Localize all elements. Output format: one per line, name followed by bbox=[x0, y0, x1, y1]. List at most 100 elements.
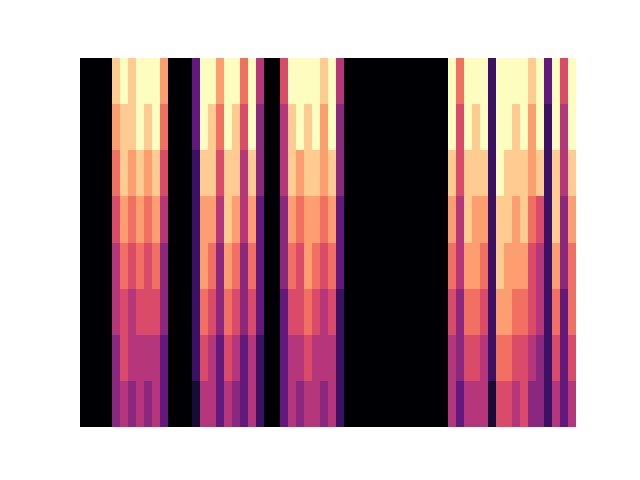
heatmap-cell bbox=[296, 196, 305, 243]
heatmap-cell bbox=[448, 196, 457, 243]
heatmap-cell bbox=[544, 150, 553, 197]
heatmap-cell bbox=[568, 196, 576, 243]
heatmap-cell bbox=[176, 243, 185, 290]
heatmap-cell bbox=[384, 243, 393, 290]
heatmap-cell bbox=[560, 196, 569, 243]
heatmap-cell bbox=[360, 335, 369, 382]
heatmap-cell bbox=[528, 196, 537, 243]
heatmap-cell bbox=[264, 289, 273, 336]
heatmap-cell bbox=[344, 335, 353, 382]
heatmap-cell bbox=[128, 104, 137, 151]
heatmap-cell bbox=[336, 289, 345, 336]
heatmap-cell bbox=[304, 381, 313, 427]
heatmap-cell bbox=[344, 150, 353, 197]
heatmap-cell bbox=[440, 196, 449, 243]
heatmap-cell bbox=[136, 381, 145, 427]
heatmap-cell bbox=[344, 243, 353, 290]
heatmap-cell bbox=[304, 150, 313, 197]
heatmap-cell bbox=[488, 381, 497, 427]
heatmap-cell bbox=[256, 196, 265, 243]
heatmap-cell bbox=[568, 381, 576, 427]
heatmap-cell bbox=[144, 196, 153, 243]
heatmap-cell bbox=[384, 335, 393, 382]
heatmap-cell bbox=[344, 104, 353, 151]
heatmap-cell bbox=[320, 104, 329, 151]
heatmap-cell bbox=[88, 104, 97, 151]
heatmap-cell bbox=[280, 104, 289, 151]
heatmap-cell bbox=[96, 150, 105, 197]
heatmap-cell bbox=[528, 243, 537, 290]
heatmap-cell bbox=[464, 196, 473, 243]
heatmap-cell bbox=[384, 58, 393, 105]
heatmap-cell bbox=[88, 196, 97, 243]
heatmap-cell bbox=[112, 104, 121, 151]
heatmap-cell bbox=[344, 196, 353, 243]
heatmap-cell bbox=[528, 104, 537, 151]
heatmap-cell bbox=[88, 243, 97, 290]
heatmap-cell bbox=[496, 58, 505, 105]
heatmap-cell bbox=[120, 196, 129, 243]
heatmap-cell bbox=[408, 150, 417, 197]
heatmap-cell bbox=[152, 58, 161, 105]
heatmap-cell bbox=[408, 381, 417, 427]
heatmap-cell bbox=[264, 150, 273, 197]
heatmap-cell bbox=[168, 381, 177, 427]
heatmap-cell bbox=[568, 58, 576, 105]
heatmap-cell bbox=[512, 243, 521, 290]
heatmap-cell bbox=[496, 335, 505, 382]
heatmap-cell bbox=[136, 58, 145, 105]
heatmap-cell bbox=[112, 150, 121, 197]
heatmap-cell bbox=[360, 243, 369, 290]
heatmap-cell bbox=[280, 196, 289, 243]
heatmap-cell bbox=[416, 335, 425, 382]
heatmap-cell bbox=[392, 104, 401, 151]
heatmap-cell bbox=[568, 335, 576, 382]
heatmap-cell bbox=[280, 381, 289, 427]
heatmap-cell bbox=[448, 243, 457, 290]
heatmap-cell bbox=[464, 243, 473, 290]
heatmap-cell bbox=[216, 196, 225, 243]
heatmap-cell bbox=[104, 243, 113, 290]
heatmap-cell bbox=[504, 289, 513, 336]
heatmap-cell bbox=[112, 381, 121, 427]
heatmap-cell bbox=[336, 381, 345, 427]
heatmap-cell bbox=[424, 196, 433, 243]
heatmap-cell bbox=[512, 150, 521, 197]
heatmap-cell bbox=[176, 104, 185, 151]
heatmap-cell bbox=[304, 289, 313, 336]
heatmap-cell bbox=[560, 335, 569, 382]
heatmap-cell bbox=[408, 289, 417, 336]
heatmap-cell bbox=[288, 289, 297, 336]
heatmap-cell bbox=[88, 150, 97, 197]
heatmap-cell bbox=[128, 381, 137, 427]
heatmap-cell bbox=[400, 335, 409, 382]
heatmap-cell bbox=[368, 289, 377, 336]
heatmap-cell bbox=[200, 243, 209, 290]
heatmap-cell bbox=[192, 381, 201, 427]
heatmap-cell bbox=[120, 381, 129, 427]
heatmap-cell bbox=[472, 289, 481, 336]
heatmap-cell bbox=[480, 335, 489, 382]
heatmap-cell bbox=[352, 335, 361, 382]
heatmap-cell bbox=[432, 335, 441, 382]
heatmap-cell bbox=[328, 243, 337, 290]
heatmap-cell bbox=[416, 104, 425, 151]
heatmap-cell bbox=[480, 243, 489, 290]
heatmap-cell bbox=[248, 150, 257, 197]
heatmap-cell bbox=[544, 381, 553, 427]
heatmap-cell bbox=[400, 150, 409, 197]
heatmap-cell bbox=[296, 150, 305, 197]
heatmap-cell bbox=[376, 150, 385, 197]
heatmap-cell bbox=[328, 150, 337, 197]
heatmap-cell bbox=[208, 335, 217, 382]
heatmap-cell bbox=[256, 243, 265, 290]
heatmap-cell bbox=[112, 335, 121, 382]
heatmap-cell bbox=[464, 381, 473, 427]
heatmap-cell bbox=[288, 381, 297, 427]
heatmap-cell bbox=[256, 289, 265, 336]
heatmap-cell bbox=[112, 289, 121, 336]
heatmap-cell bbox=[440, 289, 449, 336]
heatmap-cell bbox=[376, 196, 385, 243]
heatmap-cell bbox=[192, 58, 201, 105]
heatmap-cell bbox=[336, 58, 345, 105]
